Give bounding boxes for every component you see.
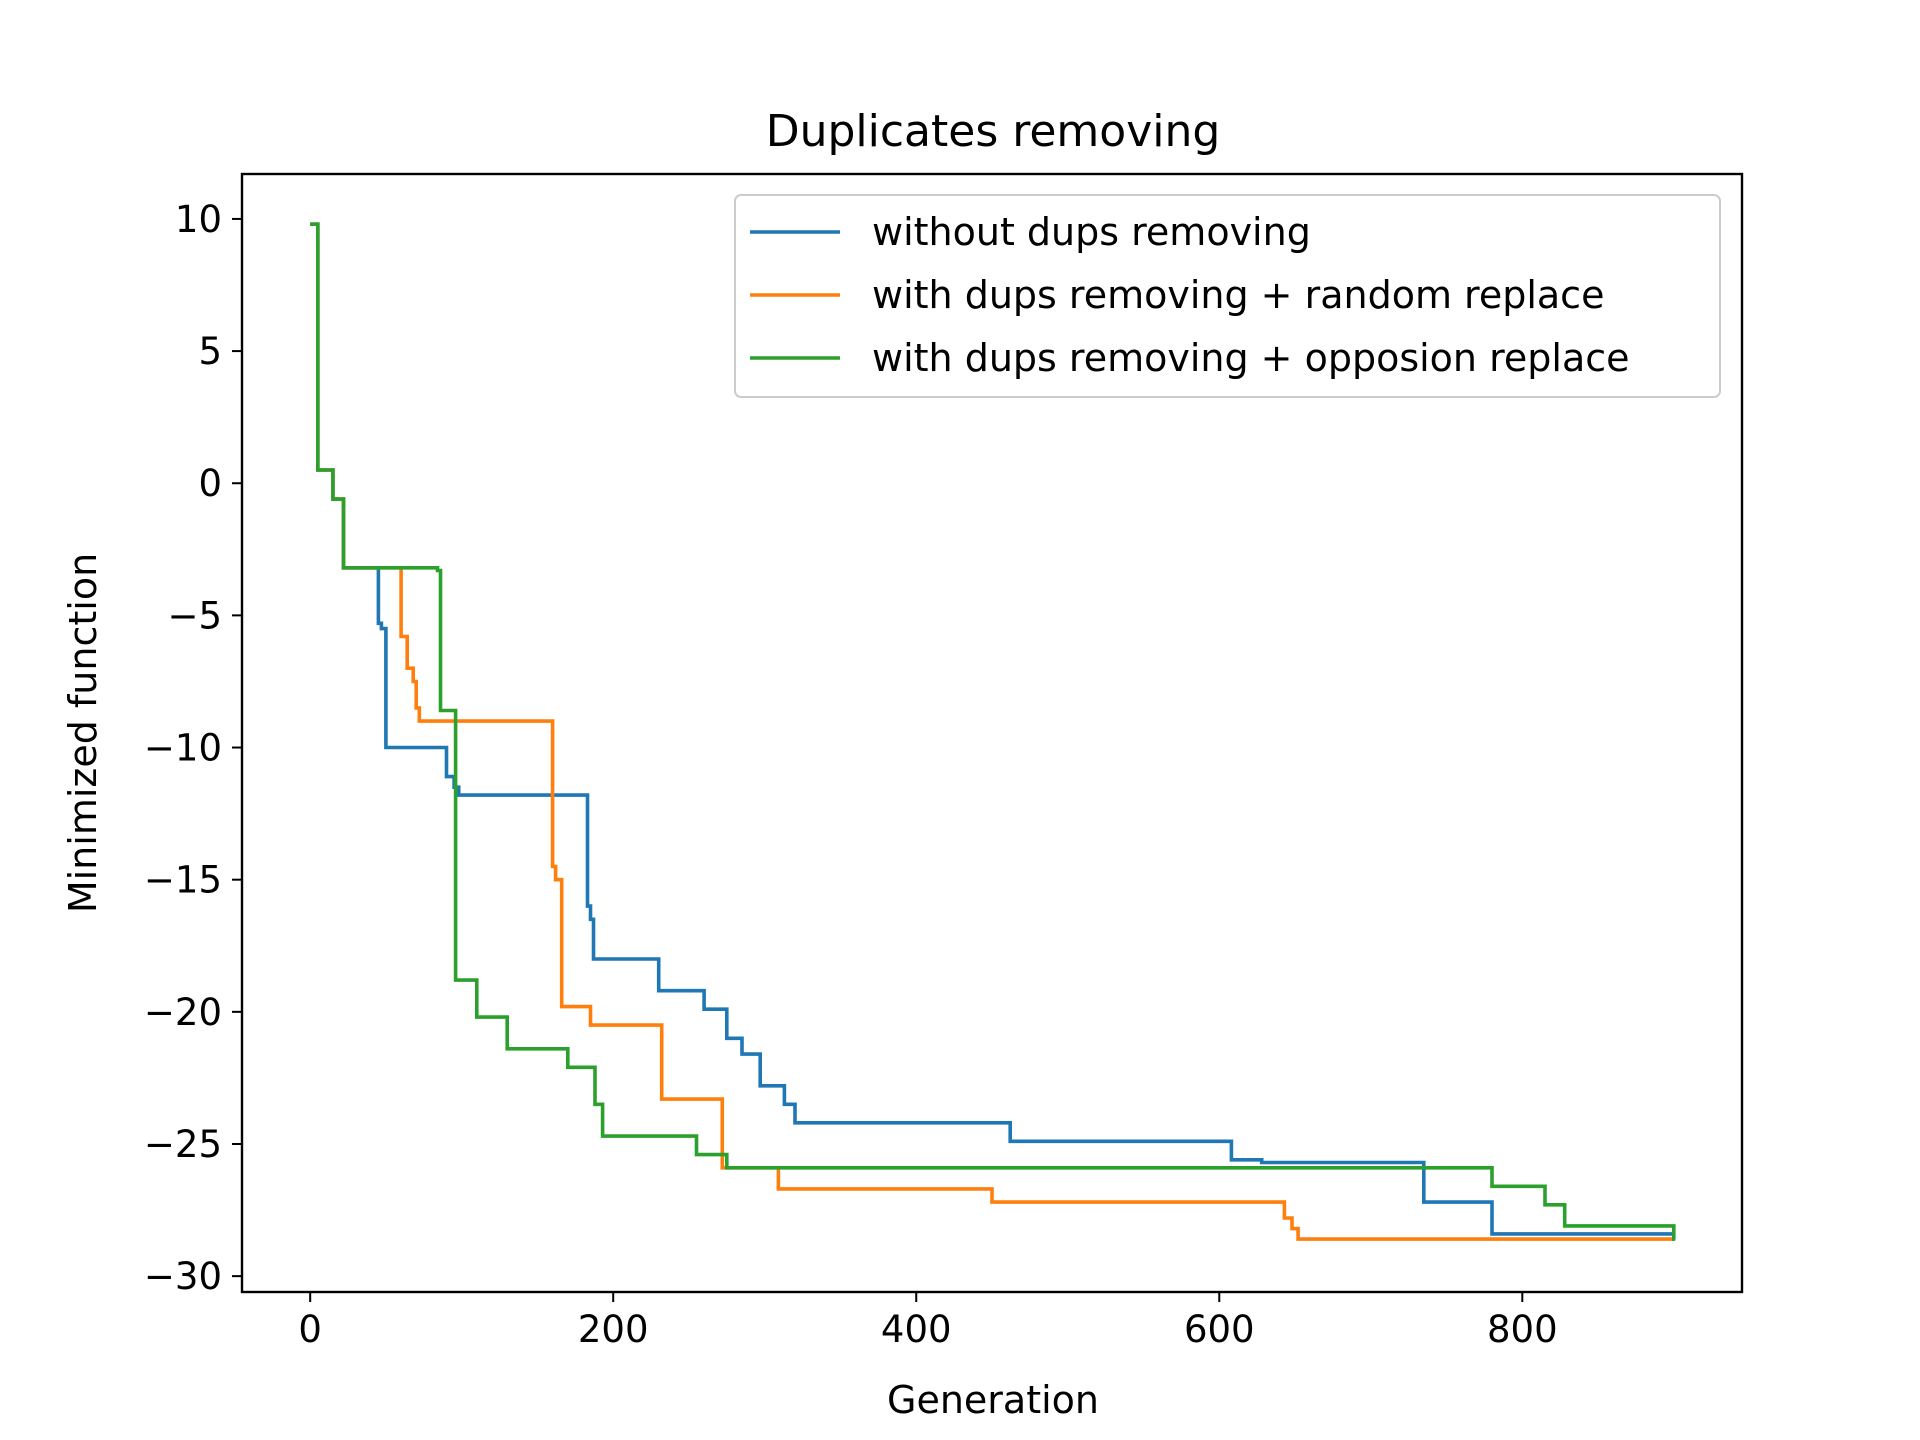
x-tick-label: 0 [298, 1308, 322, 1351]
y-tick-label: −10 [144, 727, 222, 770]
series-line-3 [310, 222, 1676, 1241]
plot-frame [240, 172, 1744, 1294]
y-tick-label: −20 [144, 991, 222, 1034]
legend: without dups removing with dups removing … [734, 194, 1721, 398]
chart-title: Duplicates removing [766, 106, 1221, 157]
x-axis-ticks: 0 200 400 600 800 [298, 1292, 1558, 1351]
y-tick-label: −5 [167, 594, 222, 637]
x-tick-label: 400 [881, 1308, 952, 1351]
legend-label-2: with dups removing + random replace [872, 273, 1604, 317]
y-tick-label: −15 [144, 859, 222, 902]
legend-label-1: without dups removing [872, 210, 1311, 254]
x-tick-label: 200 [578, 1308, 649, 1351]
y-axis-ticks: 10 5 0 −5 −10 −15 −20 −25 −30 [144, 198, 242, 1298]
y-axis-label: Minimized function [61, 553, 105, 913]
legend-box [734, 194, 1721, 398]
legend-label-3: with dups removing + opposion replace [872, 336, 1630, 380]
x-axis-label: Generation [887, 1378, 1099, 1422]
series-line-1 [310, 222, 1674, 1236]
y-tick-label: 5 [198, 330, 222, 373]
y-tick-label: 10 [175, 198, 222, 241]
x-tick-label: 600 [1184, 1308, 1255, 1351]
y-tick-label: −30 [144, 1255, 222, 1298]
y-tick-label: −25 [144, 1123, 222, 1166]
y-tick-label: 0 [198, 462, 222, 505]
series-layer [310, 222, 1676, 1241]
x-tick-label: 800 [1487, 1308, 1558, 1351]
